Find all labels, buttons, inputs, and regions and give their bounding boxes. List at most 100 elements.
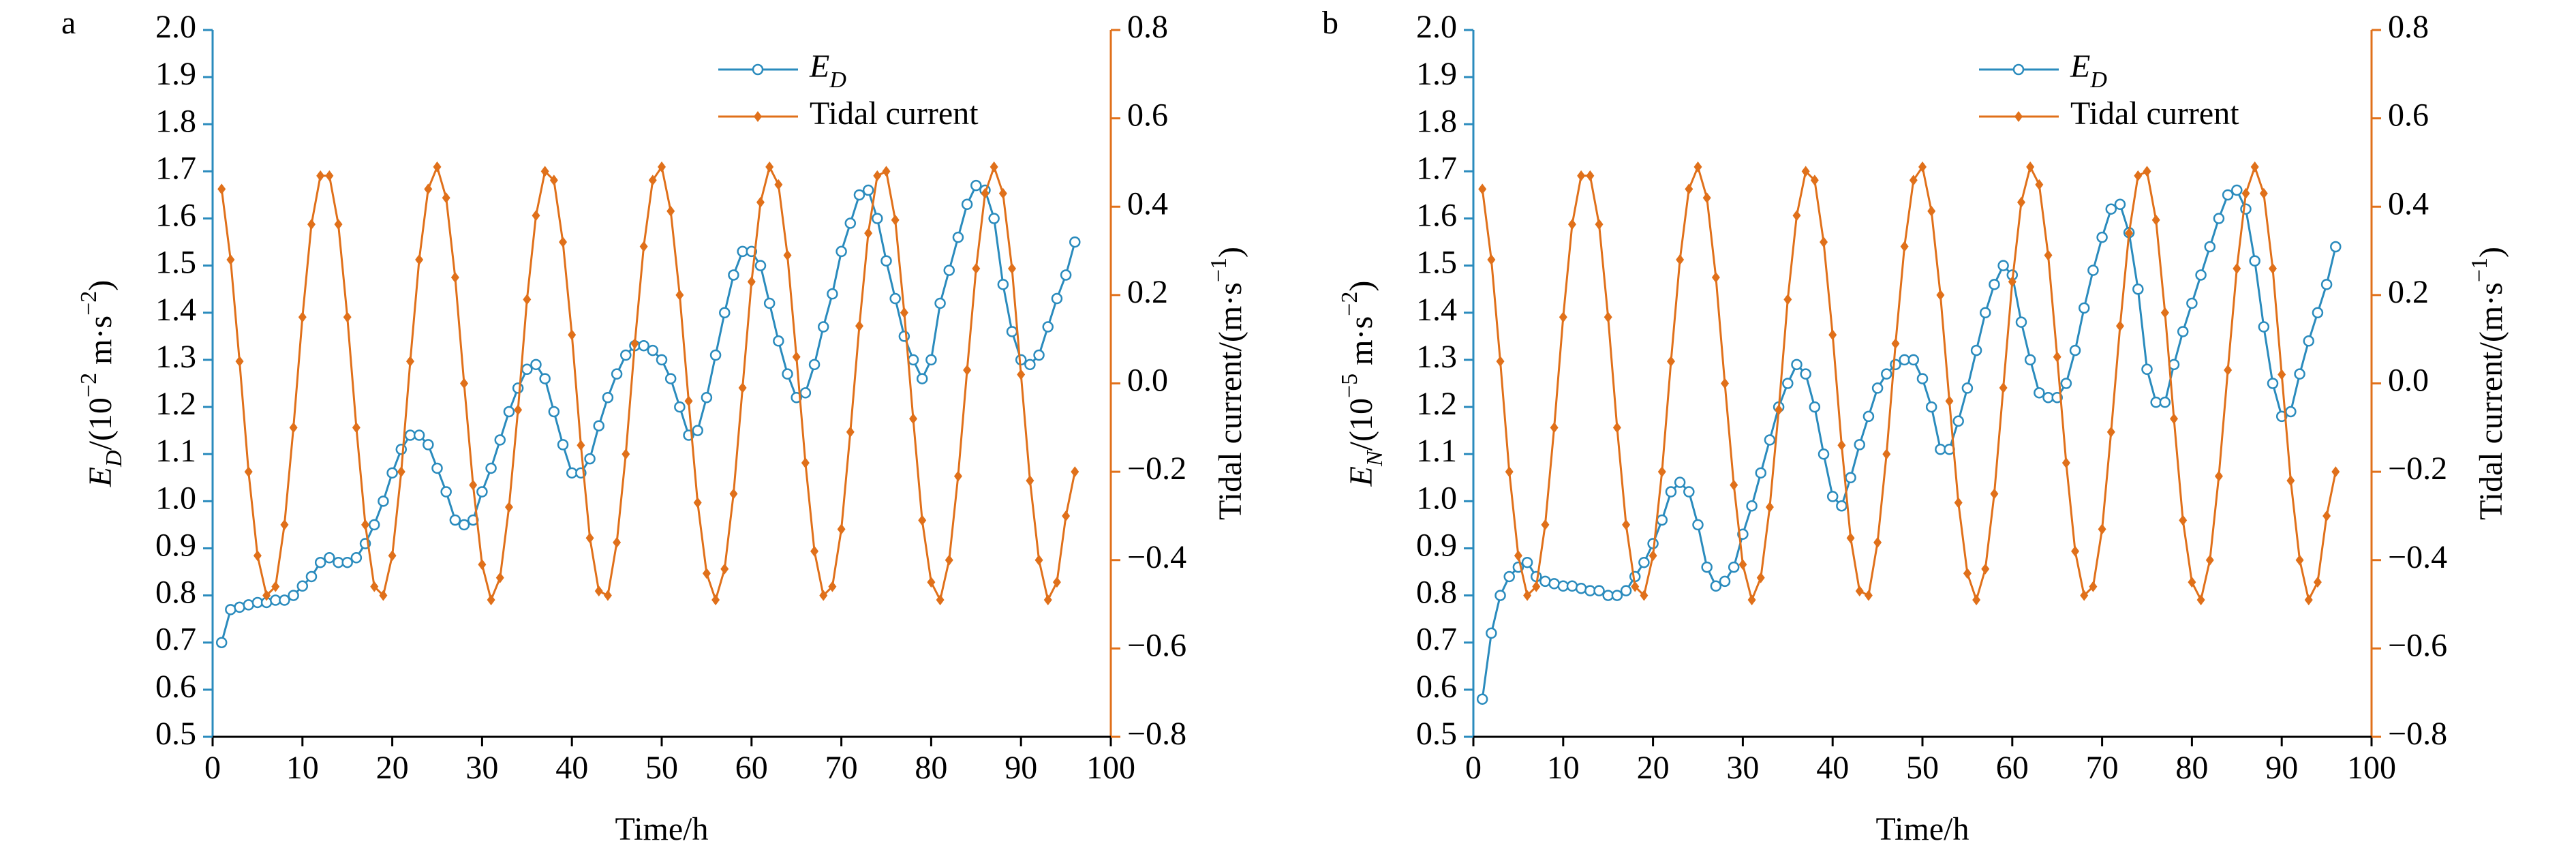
point <box>1496 356 1505 367</box>
point <box>225 604 236 615</box>
x-tick-label: 10 <box>286 750 319 786</box>
point <box>324 552 335 564</box>
point <box>693 497 702 508</box>
point <box>1820 237 1828 248</box>
y-tick-label: 1.2 <box>1416 386 1457 422</box>
y-axis-label: ED/(10−2 m·s−2) <box>76 280 127 488</box>
point <box>1548 578 1560 590</box>
point <box>388 550 397 562</box>
point <box>1017 369 1026 380</box>
text-part: E <box>82 467 119 487</box>
point <box>217 183 226 195</box>
point <box>2060 378 2072 389</box>
point <box>2159 396 2171 408</box>
point <box>433 161 442 172</box>
y2-tick-label: −0.2 <box>2388 451 2447 487</box>
point <box>1791 359 1803 371</box>
point <box>1809 401 1821 413</box>
legend-label: Tidal current <box>2070 95 2239 132</box>
x-axis-label: Time/h <box>1876 811 1969 847</box>
point <box>314 556 326 568</box>
point <box>243 599 254 611</box>
point <box>503 406 515 418</box>
point <box>2114 198 2126 211</box>
point <box>2196 594 2205 606</box>
point <box>593 420 604 431</box>
point <box>898 331 910 342</box>
point <box>970 179 982 192</box>
point <box>853 189 865 201</box>
point <box>1909 174 1918 186</box>
y-tick-label: 1.5 <box>1416 245 1457 281</box>
point <box>514 404 523 416</box>
y2-tick-label: 0.8 <box>1127 9 1168 45</box>
point <box>827 288 838 300</box>
x-tick-label: 40 <box>1816 750 1849 786</box>
point <box>2249 255 2260 267</box>
point <box>2170 413 2179 425</box>
point <box>1936 289 1945 301</box>
text-part: D <box>102 450 127 468</box>
point <box>837 523 846 535</box>
point <box>880 255 892 267</box>
point <box>658 161 666 172</box>
point <box>1676 254 1685 266</box>
x-tick-label: 60 <box>735 750 768 786</box>
point <box>458 519 470 531</box>
y2-tick-label: 0.0 <box>2388 363 2429 399</box>
point <box>2061 457 2070 469</box>
point <box>1062 510 1071 521</box>
text-part: −2 <box>76 291 102 316</box>
y-tick-label: 1.9 <box>1416 56 1457 92</box>
point <box>2204 241 2216 253</box>
point <box>783 249 792 261</box>
point <box>602 391 614 404</box>
point <box>1550 422 1559 433</box>
point <box>1710 580 1722 592</box>
x-tick-label: 20 <box>1637 750 1670 786</box>
point <box>1024 359 1036 371</box>
point <box>1828 329 1837 341</box>
x-tick-label: 90 <box>2265 750 2298 786</box>
point <box>817 321 829 333</box>
panel-label: a <box>61 5 76 41</box>
point <box>945 554 953 566</box>
text-part: /(10 <box>82 397 119 450</box>
point <box>431 462 443 474</box>
point <box>873 170 882 181</box>
text-part: D <box>2089 67 2107 93</box>
point <box>1999 382 2008 393</box>
y-tick-label: 1.3 <box>155 339 196 375</box>
point <box>1952 415 1964 427</box>
point <box>1638 556 1650 568</box>
y-tick-label: 2.0 <box>155 9 196 45</box>
point <box>1990 488 1999 500</box>
point <box>2024 354 2036 366</box>
text-part: ) <box>82 280 119 291</box>
text-part: Tidal current/(m·s <box>1212 282 1248 520</box>
point <box>709 349 722 361</box>
point <box>907 354 919 366</box>
point <box>2106 426 2115 438</box>
point <box>271 581 280 592</box>
point <box>2125 228 2134 239</box>
point <box>2294 368 2305 380</box>
point <box>1620 585 1632 596</box>
point <box>532 210 540 222</box>
point <box>1935 444 1946 455</box>
y-tick-label: 1.1 <box>155 433 196 469</box>
point <box>235 356 244 367</box>
point <box>1611 590 1623 601</box>
point <box>1674 476 1686 488</box>
x-tick-label: 60 <box>1996 750 2029 786</box>
y-tick-label: 1.5 <box>155 245 196 281</box>
point <box>1881 368 1892 380</box>
point <box>2177 326 2189 337</box>
point <box>934 297 946 309</box>
point <box>1541 519 1550 530</box>
point <box>262 590 271 601</box>
point <box>415 254 424 266</box>
point <box>1721 378 1730 389</box>
point <box>622 448 630 460</box>
text-part: ) <box>2473 247 2509 258</box>
